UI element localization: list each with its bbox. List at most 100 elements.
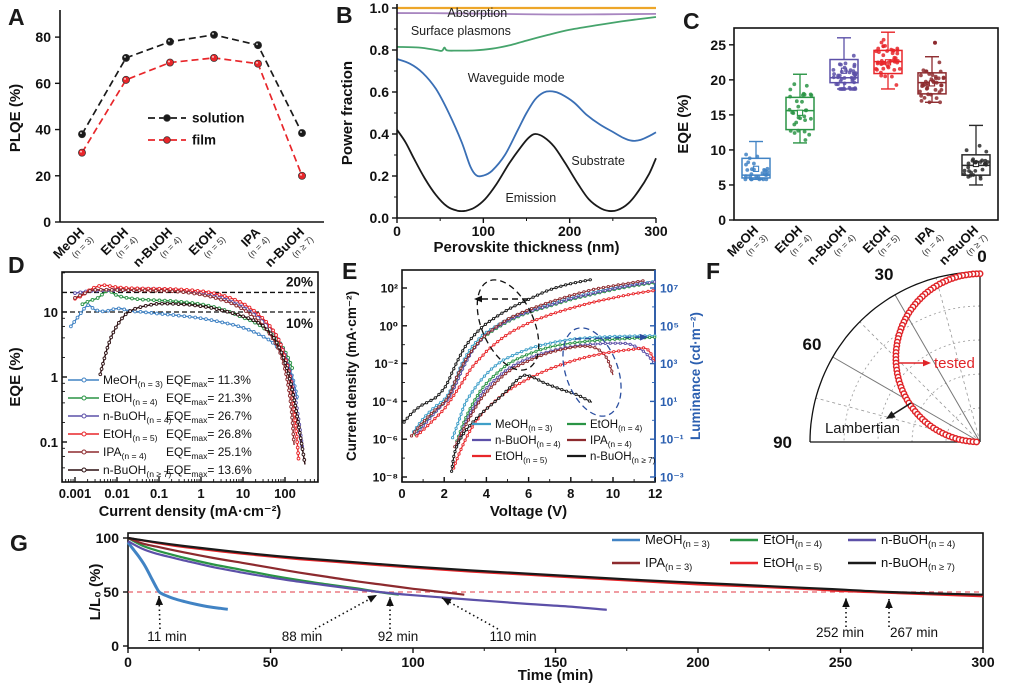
svg-text:10¹: 10¹ — [660, 395, 677, 409]
svg-text:Luminance (cd·m⁻²): Luminance (cd·m⁻²) — [688, 312, 703, 440]
svg-text:90: 90 — [773, 433, 792, 452]
panel-a-series-solution — [81, 33, 303, 135]
svg-text:0.2: 0.2 — [370, 168, 390, 184]
panel-letter-a: A — [8, 4, 25, 30]
panel-d-series-n-BuOH(n ≥ 7) — [98, 301, 307, 465]
svg-text:6: 6 — [525, 486, 532, 501]
svg-text:100: 100 — [274, 486, 296, 501]
svg-text:80: 80 — [35, 29, 51, 45]
svg-text:11 min: 11 min — [147, 629, 187, 644]
panel-a-legend: solution film — [148, 111, 245, 148]
svg-text:n-BuOH(n = 4): n-BuOH(n = 4) — [495, 435, 561, 449]
svg-text:0.1: 0.1 — [40, 435, 58, 450]
svg-text:0: 0 — [718, 212, 726, 228]
panel-d-series-IPA(n = 4) — [73, 287, 296, 446]
panel-letter-g: G — [10, 530, 28, 556]
svg-text:50: 50 — [263, 654, 279, 670]
panel-e-jv-EtOH5-J — [415, 289, 656, 438]
panel-e-lv-MeOH-L — [451, 334, 657, 440]
panel-d-series-MeOH(n = 3) — [69, 303, 299, 400]
svg-text:10: 10 — [236, 486, 250, 501]
panel-e-lv-n-BuOH7-L — [450, 373, 593, 473]
svg-text:60: 60 — [35, 75, 51, 91]
svg-text:Current density (mA·cm⁻²): Current density (mA·cm⁻²) — [99, 504, 282, 520]
svg-text:MeOH(n = 3): MeOH(n = 3) — [495, 419, 553, 433]
panel-b-series-absorption-boundary — [396, 12, 657, 16]
svg-text:L/L₀ (%): L/L₀ (%) — [87, 564, 104, 621]
svg-text:Time (min): Time (min) — [518, 667, 594, 684]
svg-text:EtOH(n = 5): EtOH(n = 5) — [763, 555, 822, 572]
svg-text:MeOH(n = 3): MeOH(n = 3) — [103, 373, 163, 389]
svg-text:10⁻⁴: 10⁻⁴ — [372, 395, 398, 409]
svg-text:EtOH(n = 4): EtOH(n = 4) — [590, 419, 642, 433]
svg-text:0: 0 — [43, 214, 51, 230]
svg-text:n-BuOH(n ≥ 7): n-BuOH(n ≥ 7) — [881, 555, 955, 572]
svg-text:Perovskite thickness (nm): Perovskite thickness (nm) — [434, 239, 620, 256]
svg-text:EtOH(n = 4): EtOH(n = 4) — [763, 532, 822, 549]
panel-g-stability: 0 50 100 150 200 250 300 0 50 100 Time (min) L/L₀ (… — [87, 530, 995, 684]
svg-text:12: 12 — [648, 486, 662, 501]
svg-text:300: 300 — [971, 654, 995, 670]
svg-text:solution: solution — [192, 111, 245, 126]
svg-text:n-BuOH(n = 4): n-BuOH(n = 4) — [103, 409, 172, 425]
svg-text:Waveguide mode: Waveguide mode — [468, 71, 565, 85]
svg-text:25: 25 — [710, 37, 726, 53]
panel-e-legend: MeOH(n = 3) EtOH(n = 4) n-BuOH(n = 4) IPA(n… — [472, 419, 656, 465]
panel-f-angular-emission: 0 30 60 90 tested Lambertian — [773, 247, 987, 452]
svg-text:n-BuOH(n = 4): n-BuOH(n = 4) — [881, 532, 955, 549]
svg-text:110 min: 110 min — [489, 629, 536, 644]
panel-e-jv-IPA-J — [409, 279, 645, 438]
svg-text:Power fraction: Power fraction — [339, 61, 356, 165]
svg-text:10⁻¹: 10⁻¹ — [660, 433, 684, 447]
svg-text:10³: 10³ — [660, 357, 677, 371]
svg-text:267 min: 267 min — [890, 625, 938, 640]
svg-text:EQEmax= 13.6%: EQEmax= 13.6% — [166, 463, 252, 479]
svg-text:10%: 10% — [286, 316, 313, 331]
svg-text:20%: 20% — [286, 274, 313, 289]
svg-text:300: 300 — [644, 223, 668, 239]
svg-text:n-BuOH(n ≥ 7): n-BuOH(n ≥ 7) — [103, 463, 171, 479]
svg-text:IPA(n = 3): IPA(n = 3) — [645, 555, 692, 572]
panel-letter-f: F — [706, 258, 721, 284]
svg-text:EQE (%): EQE (%) — [7, 347, 24, 406]
svg-text:5: 5 — [718, 177, 726, 193]
svg-text:200: 200 — [558, 223, 582, 239]
panel-g-series-MeOH(n = 3) — [126, 541, 228, 611]
svg-text:0.01: 0.01 — [104, 486, 129, 501]
svg-text:40: 40 — [35, 122, 51, 138]
svg-text:10: 10 — [606, 486, 620, 501]
panel-letter-e: E — [342, 258, 358, 284]
svg-text:Surface plasmons: Surface plasmons — [411, 24, 511, 38]
svg-text:150: 150 — [544, 654, 568, 670]
panel-letter-c: C — [683, 8, 700, 34]
svg-text:Voltage (V): Voltage (V) — [490, 503, 567, 520]
svg-text:IPA(n = 4): IPA(n = 4) — [590, 435, 632, 449]
panel-g-series-n-BuOH(n = 4) — [127, 540, 607, 611]
svg-text:2: 2 — [441, 486, 448, 501]
svg-text:10⁻⁶: 10⁻⁶ — [373, 433, 398, 447]
svg-text:15: 15 — [710, 107, 726, 123]
panel-g-series-EtOH(n = 5) — [127, 536, 984, 598]
svg-text:0.1: 0.1 — [150, 486, 168, 501]
panel-g-legend: MeOH(n = 3) EtOH(n = 4) n-BuOH(n = 4) IPA(n… — [612, 532, 955, 572]
svg-text:tested: tested — [934, 355, 975, 372]
svg-text:200: 200 — [686, 654, 710, 670]
svg-text:252 min: 252 min — [816, 625, 864, 640]
svg-text:Lambertian: Lambertian — [825, 420, 900, 437]
svg-text:0: 0 — [111, 638, 119, 654]
svg-text:EQEmax= 26.8%: EQEmax= 26.8% — [166, 427, 252, 443]
svg-text:8: 8 — [567, 486, 574, 501]
svg-text:10²: 10² — [381, 282, 398, 296]
svg-text:PLQE (%): PLQE (%) — [7, 84, 24, 152]
svg-text:10⁻³: 10⁻³ — [660, 471, 684, 485]
svg-text:EQEmax= 26.7%: EQEmax= 26.7% — [166, 409, 252, 425]
svg-text:100: 100 — [96, 530, 120, 546]
svg-text:IPA(n = 4): IPA(n = 4) — [103, 445, 147, 461]
svg-text:20: 20 — [35, 168, 51, 184]
panel-b-series-waveguide-boundary — [396, 58, 657, 178]
svg-text:50: 50 — [103, 584, 119, 600]
svg-text:20: 20 — [710, 72, 726, 88]
